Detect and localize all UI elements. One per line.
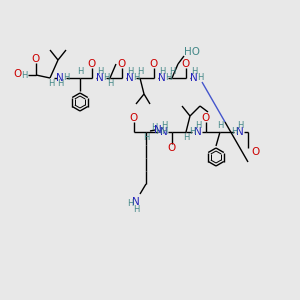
Text: H: H [191, 68, 197, 76]
Text: H: H [97, 68, 103, 76]
Text: O: O [150, 59, 158, 69]
Text: H: H [195, 122, 201, 130]
Text: N: N [158, 73, 166, 83]
Text: H: H [165, 74, 171, 82]
Text: H: H [127, 68, 133, 76]
Text: H: H [127, 199, 133, 208]
Text: H: H [143, 134, 149, 142]
Text: H: H [161, 122, 167, 130]
Text: H: H [137, 68, 143, 76]
Text: H: H [133, 74, 139, 82]
Text: H: H [133, 206, 139, 214]
Text: H: H [161, 127, 167, 136]
Text: O: O [168, 143, 176, 153]
Text: H: H [63, 74, 69, 82]
Text: H: H [155, 128, 161, 136]
Text: N: N [126, 73, 134, 83]
Text: N: N [56, 73, 64, 83]
Text: H: H [217, 122, 223, 130]
Text: H: H [159, 68, 165, 76]
Text: H: H [183, 134, 189, 142]
Text: N: N [96, 73, 104, 83]
Text: H: H [57, 80, 63, 88]
Text: N: N [160, 127, 168, 137]
Text: H: H [189, 128, 195, 136]
Text: H: H [169, 68, 175, 76]
Text: H: H [103, 74, 109, 82]
Text: O: O [252, 147, 260, 157]
Text: N: N [132, 197, 140, 207]
Text: H: H [77, 68, 83, 76]
Text: O: O [14, 69, 22, 79]
Text: O: O [182, 59, 190, 69]
Text: H: H [197, 74, 203, 82]
Text: H: H [21, 70, 27, 80]
Text: HO: HO [184, 47, 200, 57]
Text: N: N [194, 127, 202, 137]
Text: H: H [107, 80, 113, 88]
Text: H: H [237, 122, 243, 130]
Text: O: O [118, 59, 126, 69]
Text: O: O [88, 59, 96, 69]
Text: N: N [190, 73, 198, 83]
Text: N: N [154, 125, 162, 135]
Text: O: O [202, 113, 210, 123]
Text: H: H [151, 122, 157, 131]
Text: H: H [48, 80, 54, 88]
Text: O: O [130, 113, 138, 123]
Text: O: O [32, 54, 40, 64]
Text: N: N [236, 127, 244, 137]
Text: H: H [231, 128, 237, 136]
